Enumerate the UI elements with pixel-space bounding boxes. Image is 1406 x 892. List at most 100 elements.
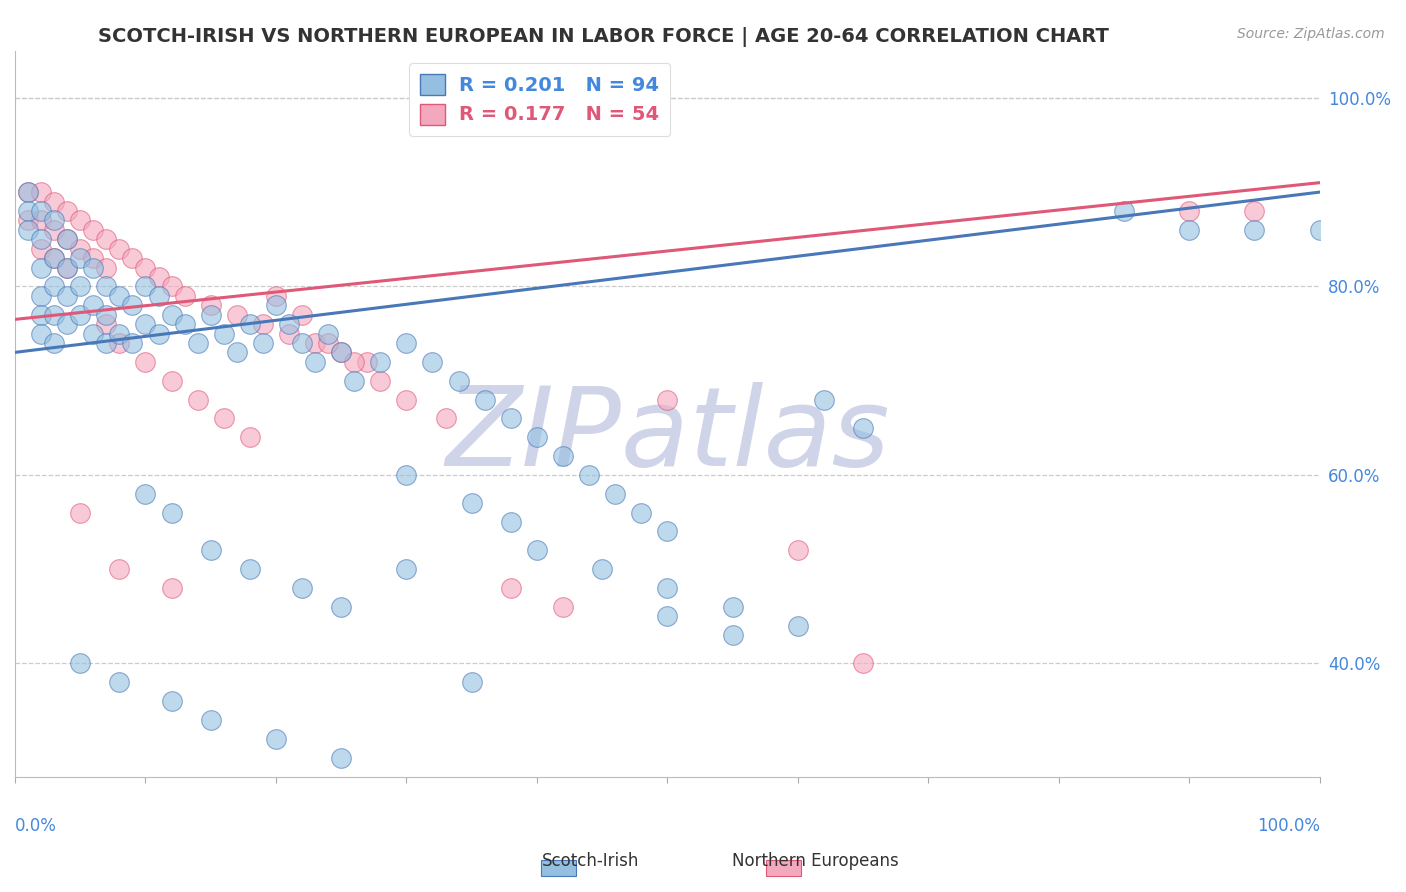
Point xyxy=(160,308,183,322)
Text: SCOTCH-IRISH VS NORTHERN EUROPEAN IN LABOR FORCE | AGE 20-64 CORRELATION CHART: SCOTCH-IRISH VS NORTHERN EUROPEAN IN LAB… xyxy=(98,27,1109,46)
Point xyxy=(291,581,314,595)
Point xyxy=(44,251,66,265)
Point xyxy=(786,543,808,558)
Point xyxy=(1178,203,1201,218)
Point xyxy=(786,619,808,633)
Point xyxy=(173,289,195,303)
Point xyxy=(330,751,353,765)
Point xyxy=(17,213,39,227)
Point xyxy=(460,675,482,690)
Text: Source: ZipAtlas.com: Source: ZipAtlas.com xyxy=(1237,27,1385,41)
Point xyxy=(330,599,353,614)
Point xyxy=(69,279,91,293)
Point xyxy=(264,731,287,746)
Point xyxy=(395,562,418,576)
Point xyxy=(30,260,52,275)
Point xyxy=(96,335,118,350)
Point xyxy=(30,232,52,246)
Point xyxy=(1243,203,1265,218)
Point xyxy=(160,694,183,708)
Point xyxy=(264,298,287,312)
Point xyxy=(148,326,170,341)
Point xyxy=(316,326,339,341)
Point xyxy=(82,251,104,265)
Point xyxy=(551,599,574,614)
Point xyxy=(134,279,156,293)
Point xyxy=(187,335,209,350)
Point xyxy=(82,260,104,275)
Point xyxy=(499,411,522,425)
Point xyxy=(30,289,52,303)
Point xyxy=(56,260,79,275)
Point xyxy=(395,467,418,482)
Point xyxy=(30,308,52,322)
Point xyxy=(121,298,143,312)
Point xyxy=(395,335,418,350)
Point xyxy=(368,355,391,369)
Point xyxy=(30,242,52,256)
Point xyxy=(30,203,52,218)
Point xyxy=(460,496,482,510)
Point xyxy=(721,628,744,642)
Point xyxy=(200,298,222,312)
Point xyxy=(1309,223,1331,237)
Point xyxy=(657,609,679,624)
Point xyxy=(56,289,79,303)
Point xyxy=(30,326,52,341)
Point xyxy=(17,203,39,218)
Point xyxy=(148,269,170,284)
Text: Scotch-Irish: Scotch-Irish xyxy=(541,852,640,870)
Point xyxy=(291,335,314,350)
Point xyxy=(56,317,79,331)
Point xyxy=(852,657,875,671)
Point xyxy=(630,506,652,520)
Point xyxy=(343,374,366,388)
Point xyxy=(44,335,66,350)
Point xyxy=(134,355,156,369)
Point xyxy=(526,430,548,444)
Point xyxy=(108,289,131,303)
Text: Northern Europeans: Northern Europeans xyxy=(733,852,898,870)
Point xyxy=(108,335,131,350)
Point xyxy=(239,562,262,576)
Legend: R = 0.201   N = 94, R = 0.177   N = 54: R = 0.201 N = 94, R = 0.177 N = 54 xyxy=(409,63,671,136)
Point xyxy=(304,335,326,350)
Point xyxy=(160,506,183,520)
Point xyxy=(108,675,131,690)
Point xyxy=(44,251,66,265)
Point xyxy=(17,185,39,199)
Point xyxy=(96,317,118,331)
Point xyxy=(173,317,195,331)
Point xyxy=(200,308,222,322)
Text: 100.0%: 100.0% xyxy=(1257,816,1320,835)
Point xyxy=(499,581,522,595)
Point xyxy=(239,317,262,331)
Point xyxy=(474,392,496,407)
Point xyxy=(56,260,79,275)
Point xyxy=(96,308,118,322)
Point xyxy=(69,506,91,520)
Point xyxy=(82,298,104,312)
Point xyxy=(1112,203,1135,218)
Text: 0.0%: 0.0% xyxy=(15,816,56,835)
Point xyxy=(291,308,314,322)
Point xyxy=(526,543,548,558)
Point xyxy=(278,326,301,341)
Point xyxy=(17,185,39,199)
Point xyxy=(278,317,301,331)
Point xyxy=(395,392,418,407)
Point xyxy=(96,260,118,275)
Point xyxy=(657,392,679,407)
Point xyxy=(1178,223,1201,237)
Point xyxy=(343,355,366,369)
Point xyxy=(160,581,183,595)
Point xyxy=(148,289,170,303)
Point xyxy=(605,487,627,501)
Point xyxy=(56,232,79,246)
Point xyxy=(200,543,222,558)
Point xyxy=(304,355,326,369)
Point xyxy=(134,317,156,331)
Point xyxy=(578,467,600,482)
Point xyxy=(108,326,131,341)
Point xyxy=(82,326,104,341)
